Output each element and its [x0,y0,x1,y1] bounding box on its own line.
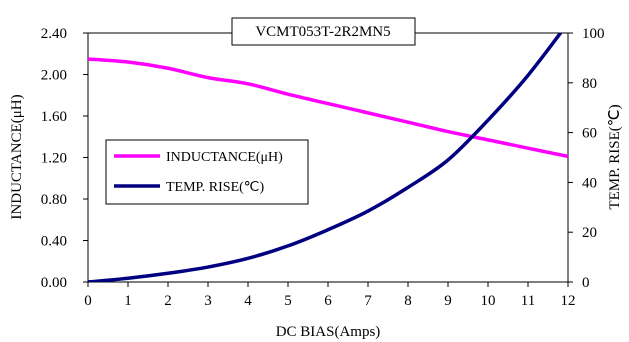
y-axis-label-right: TEMP. RISE(℃) [607,104,623,209]
x-tick-label: 3 [204,293,212,309]
y-left-tick-label: 1.60 [41,109,67,125]
y-left-tick-label: 0.80 [41,192,67,208]
y-right-tick-label: 80 [582,76,597,92]
legend-box [105,139,309,205]
y-left-tick-label: 2.40 [41,26,67,42]
x-axis-label: DC BIAS(Amps) [276,324,381,340]
x-tick-label: 0 [84,293,92,309]
x-tick-label: 10 [481,293,496,309]
legend-label-temp: TEMP. RISE(℃) [166,180,265,195]
x-tick-label: 4 [244,293,252,309]
x-tick-label: 12 [561,293,576,309]
y-left-tick-label: 2.00 [41,68,67,84]
y-left-tick-label: 0.00 [41,275,67,291]
legend: INDUCTANCE(μH) TEMP. RISE(℃) [105,139,309,205]
y-left-tick-label: 0.40 [41,234,67,250]
y-right-tick-label: 60 [582,126,597,142]
x-tick-label: 7 [364,293,372,309]
y-right-tick-label: 20 [582,225,597,241]
y-right-tick-label: 40 [582,175,597,191]
series-line-inductance [88,57,568,159]
x-tick-label: 1 [124,293,132,309]
axes: 0 1 2 3 4 5 6 7 8 9 10 11 120.000.400.801.201.602.00… [41,26,605,309]
y-right-tick-label: 0 [582,275,590,291]
y-axis-label-left: INDUCTANCE(μH) [9,94,25,219]
x-tick-label: 8 [404,293,412,309]
series-line-temp-rise [88,33,563,282]
series-layer [88,33,568,282]
x-tick-label: 9 [444,293,452,309]
x-tick-label: 6 [324,293,332,309]
y-left-tick-label: 1.20 [41,151,67,167]
legend-label-inductance: INDUCTANCE(μH) [166,150,283,165]
x-tick-label: 2 [164,293,172,309]
chart-title: VCMT053T-2R2MN5 [255,24,390,40]
x-tick-label: 5 [284,293,292,309]
y-right-tick-label: 100 [582,26,605,42]
title-box: VCMT053T-2R2MN5 [231,17,416,46]
x-tick-label: 11 [521,293,535,309]
